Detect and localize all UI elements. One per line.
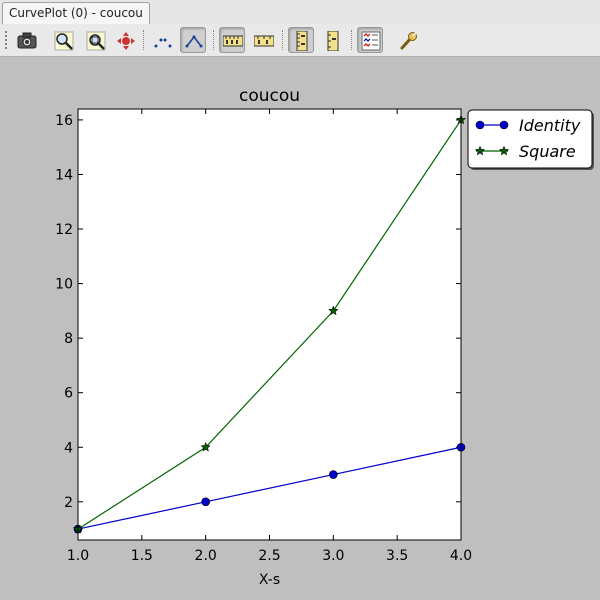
- zoom-in-icon: [54, 31, 74, 51]
- legend-marker-identity: [475, 120, 485, 130]
- toolbar-separator: [351, 30, 352, 50]
- vertical-ruler-button[interactable]: [288, 27, 314, 53]
- zoom-button[interactable]: [50, 27, 76, 53]
- plot-canvas[interactable]: coucou X-s 1.0 1.5 2.0 2.5 3.0 3.5 4.0 2 4 6 8 10 12 14…: [3, 57, 597, 597]
- tab-curveplot[interactable]: CurvePlot (0) - coucou: [2, 2, 150, 24]
- x-tick-label: 3.5: [386, 548, 408, 564]
- y-tick-label: 6: [64, 386, 73, 402]
- x-axis-label: X-s: [259, 572, 280, 588]
- data-point-identity: [329, 470, 338, 479]
- data-point-square: [328, 305, 339, 316]
- y-tick-label: 2: [64, 495, 73, 511]
- plot-area: [78, 109, 461, 540]
- y-tick-label: 4: [64, 440, 73, 456]
- y-tick-label: 10: [55, 277, 73, 293]
- x-tick-label: 3.0: [322, 548, 344, 564]
- toolbar-separator: [213, 30, 214, 50]
- legend-icon: [361, 31, 381, 51]
- legend-label-square: Square: [519, 142, 576, 161]
- zoom-fit-icon: [86, 31, 106, 51]
- lines-icon: [185, 35, 203, 48]
- vertical-ruler-alt-button[interactable]: [319, 27, 345, 53]
- y-tick-label: 14: [55, 167, 73, 183]
- settings-button[interactable]: [394, 27, 420, 53]
- settings-wrench-icon: [400, 32, 417, 50]
- y-tick-label: 16: [55, 113, 73, 129]
- plot-figure: coucou X-s 1.0 1.5 2.0 2.5 3.0 3.5 4.0 2 4 6 8 10 12 14…: [55, 86, 594, 588]
- x-tick-label: 2.0: [195, 548, 217, 564]
- y-tick-label: 8: [64, 331, 73, 347]
- toolbar: [0, 24, 600, 57]
- legend-button[interactable]: [357, 27, 383, 53]
- plot-frame: [77, 108, 462, 541]
- horizontal-ruler-icon: [223, 35, 243, 47]
- zoom-fit-button[interactable]: [82, 27, 108, 53]
- tab-bar: CurvePlot (0) - coucou: [0, 0, 600, 25]
- markers-only-button[interactable]: [149, 27, 175, 53]
- legend-marker-square: [498, 145, 510, 156]
- vertical-ruler-alt-icon: [327, 31, 339, 51]
- chart-title: coucou: [239, 86, 300, 106]
- pan-icon: [117, 32, 135, 50]
- horizontal-ruler-button[interactable]: [219, 27, 245, 53]
- data-point-square: [200, 441, 211, 452]
- series-line-identity: [77, 446, 462, 530]
- screenshot-button[interactable]: [13, 27, 39, 53]
- pan-button[interactable]: [112, 27, 138, 53]
- lines-button[interactable]: [180, 27, 206, 53]
- series-line-square: [77, 119, 462, 530]
- x-tick-label: 2.5: [258, 548, 280, 564]
- markers-only-icon: [154, 38, 172, 48]
- toolbar-separator: [282, 30, 283, 50]
- legend-marker-identity: [499, 120, 509, 130]
- legend-marker-square: [474, 145, 486, 156]
- toolbar-grip[interactable]: [4, 30, 8, 50]
- x-tick-label: 4.0: [450, 548, 472, 564]
- x-tick-label: 1.0: [67, 548, 89, 564]
- horizontal-ruler-alt-icon: [254, 35, 274, 47]
- y-tick-label: 12: [55, 222, 73, 238]
- vertical-ruler-icon: [296, 31, 308, 51]
- data-point-identity: [201, 497, 210, 507]
- horizontal-ruler-alt-button[interactable]: [250, 27, 276, 53]
- legend-label-identity: Identity: [519, 116, 581, 135]
- toolbar-separator: [143, 30, 144, 50]
- x-tick-label: 1.5: [131, 548, 153, 564]
- camera-icon: [17, 32, 37, 49]
